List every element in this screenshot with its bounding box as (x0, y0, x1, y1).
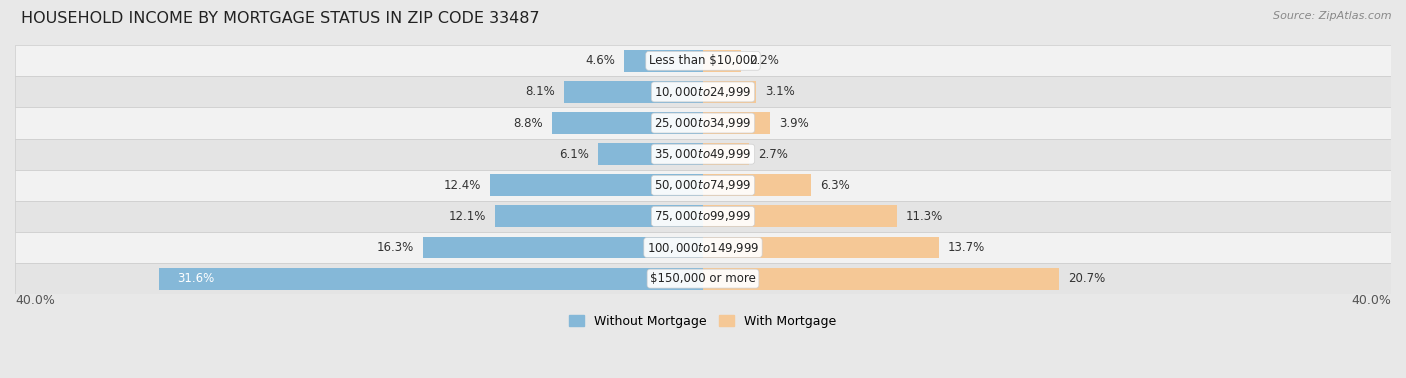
Text: 6.3%: 6.3% (820, 179, 849, 192)
Bar (15, 232, 1391, 263)
Bar (15, 263, 1391, 294)
Text: $100,000 to $149,999: $100,000 to $149,999 (647, 240, 759, 254)
Text: 2.2%: 2.2% (749, 54, 779, 67)
Bar (703, 50, 741, 72)
Text: 13.7%: 13.7% (948, 241, 984, 254)
Bar (551, 112, 703, 134)
Bar (15, 201, 1391, 232)
Text: 12.1%: 12.1% (449, 210, 486, 223)
Bar (15, 107, 1391, 139)
Legend: Without Mortgage, With Mortgage: Without Mortgage, With Mortgage (564, 310, 842, 333)
Bar (703, 174, 811, 196)
Text: 8.1%: 8.1% (526, 85, 555, 98)
Bar (495, 206, 703, 227)
Text: 8.8%: 8.8% (513, 116, 543, 130)
Text: 6.1%: 6.1% (560, 148, 589, 161)
Text: $10,000 to $24,999: $10,000 to $24,999 (654, 85, 752, 99)
Bar (15, 170, 1391, 201)
Text: 4.6%: 4.6% (585, 54, 616, 67)
Text: Source: ZipAtlas.com: Source: ZipAtlas.com (1274, 11, 1392, 21)
Text: 40.0%: 40.0% (1351, 294, 1391, 307)
Text: $75,000 to $99,999: $75,000 to $99,999 (654, 209, 752, 223)
Text: 3.1%: 3.1% (765, 85, 794, 98)
Bar (703, 112, 770, 134)
Text: 16.3%: 16.3% (377, 241, 413, 254)
Bar (564, 81, 703, 103)
Bar (489, 174, 703, 196)
Bar (703, 143, 749, 165)
Text: 20.7%: 20.7% (1067, 272, 1105, 285)
Text: $50,000 to $74,999: $50,000 to $74,999 (654, 178, 752, 192)
Bar (703, 81, 756, 103)
Text: $25,000 to $34,999: $25,000 to $34,999 (654, 116, 752, 130)
Text: 2.7%: 2.7% (758, 148, 787, 161)
Text: 11.3%: 11.3% (905, 210, 943, 223)
Bar (15, 139, 1391, 170)
Text: 12.4%: 12.4% (444, 179, 481, 192)
Text: $35,000 to $49,999: $35,000 to $49,999 (654, 147, 752, 161)
Bar (703, 206, 897, 227)
Bar (598, 143, 703, 165)
Text: HOUSEHOLD INCOME BY MORTGAGE STATUS IN ZIP CODE 33487: HOUSEHOLD INCOME BY MORTGAGE STATUS IN Z… (21, 11, 540, 26)
Text: 40.0%: 40.0% (15, 294, 55, 307)
Text: 31.6%: 31.6% (177, 272, 214, 285)
Text: $150,000 or more: $150,000 or more (650, 272, 756, 285)
Text: 3.9%: 3.9% (779, 116, 808, 130)
Bar (703, 268, 1059, 290)
Bar (15, 76, 1391, 107)
Text: Less than $10,000: Less than $10,000 (648, 54, 758, 67)
Bar (624, 50, 703, 72)
Bar (423, 237, 703, 259)
Bar (15, 45, 1391, 76)
Bar (159, 268, 703, 290)
Bar (703, 237, 939, 259)
